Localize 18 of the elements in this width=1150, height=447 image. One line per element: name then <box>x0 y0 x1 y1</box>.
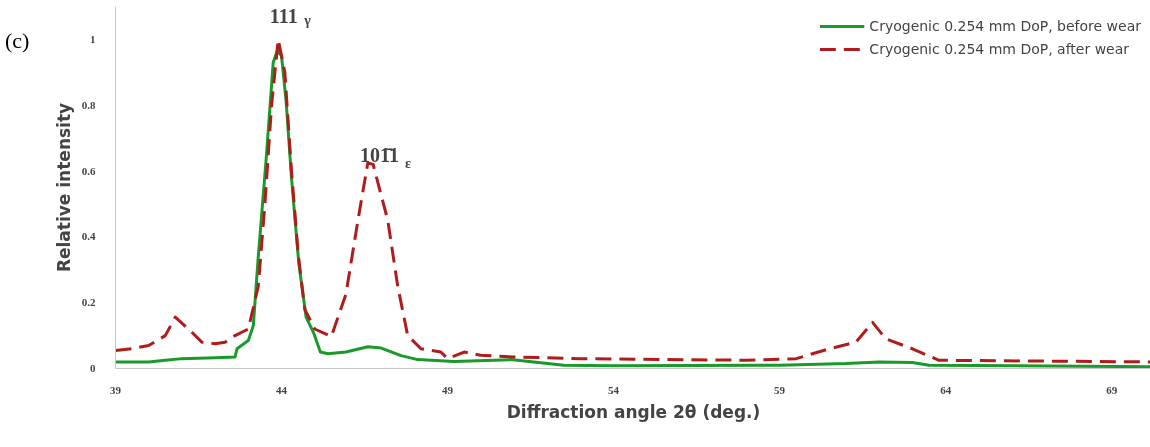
x-tick-label: 69 <box>1106 383 1118 396</box>
legend-label: Cryogenic 0.254 mm DoP, before wear <box>869 18 1141 34</box>
y-tick-label: 0 <box>90 362 96 374</box>
x-tick-label: 44 <box>276 383 288 396</box>
y-tick-label: 0.2 <box>81 296 96 309</box>
x-tick-label: 59 <box>774 383 786 396</box>
y-tick-label: 0.8 <box>81 98 96 111</box>
x-axis-title: Diffraction angle 2θ (deg.) <box>506 401 761 422</box>
x-tick-label: 64 <box>940 383 952 396</box>
y-tick-label: 0.4 <box>81 230 96 243</box>
y-tick-label: 1 <box>90 32 96 45</box>
x-tick-label: 49 <box>442 383 454 396</box>
x-tick-label: 54 <box>608 383 620 396</box>
y-tick-label: 0.6 <box>81 164 96 177</box>
text: (c) <box>5 27 30 55</box>
legend-label: Cryogenic 0.254 mm DoP, after wear <box>869 41 1130 57</box>
x-tick-label: 39 <box>110 383 122 396</box>
y-axis-title: Relative intensity <box>53 102 74 273</box>
